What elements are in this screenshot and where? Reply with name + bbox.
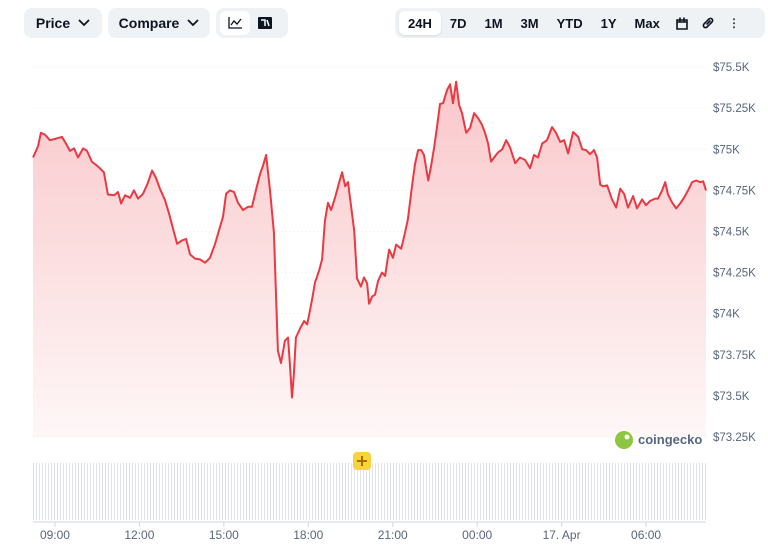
range-button[interactable]: 7D: [449, 15, 467, 31]
range-button[interactable]: 3M: [520, 15, 539, 31]
y-tick-label: $74K: [713, 309, 740, 321]
x-tick-label: 00:00: [462, 528, 492, 542]
tool-icon: [702, 17, 714, 29]
chevron: [187, 19, 199, 27]
range-button[interactable]: 1M: [484, 15, 503, 31]
logo-icon: [615, 431, 633, 449]
range-group: 24H 7D 1M 3M YTD 1Y Max: [395, 8, 765, 38]
y-tick-label: $73.75K: [713, 350, 756, 362]
tradingview-button[interactable]: [250, 11, 280, 35]
x-tick-label: 21:00: [378, 528, 408, 542]
tool-icon: [733, 18, 735, 29]
x-tick-label: 06:00: [631, 528, 661, 542]
y-tick-label: $73.5K: [713, 391, 750, 403]
compare-label: Compare: [118, 15, 180, 31]
event-marker-icon: [357, 456, 367, 466]
area-fill: [33, 81, 706, 438]
logo-eye: [624, 434, 630, 440]
chevron: [78, 19, 90, 27]
tv-icon: [258, 17, 272, 29]
range-button[interactable]: 24H: [399, 11, 441, 35]
price-button[interactable]: Price: [24, 8, 102, 38]
x-tick-label: 09:00: [40, 528, 70, 542]
tool-button[interactable]: [669, 11, 695, 35]
range-button[interactable]: YTD: [556, 15, 583, 31]
volume-bars: [33, 463, 706, 520]
chart-type-group: [216, 8, 288, 38]
range-button[interactable]: 1Y: [600, 15, 617, 31]
line-chart-button[interactable]: [220, 11, 250, 35]
y-tick-label: $74.5K: [713, 226, 750, 238]
x-tick-label: 18:00: [293, 528, 323, 542]
price-label: Price: [35, 15, 71, 31]
compare-button[interactable]: Compare: [108, 8, 210, 38]
x-tick-label: 17. Apr: [543, 528, 581, 542]
x-tick-label: 15:00: [209, 528, 239, 542]
y-tick-label: $75.5K: [713, 62, 750, 74]
tool-button[interactable]: [695, 11, 721, 35]
y-tick-label: $74.25K: [713, 268, 756, 280]
y-tick-label: $74.75K: [713, 185, 756, 197]
price-line: [32, 80, 707, 399]
x-tick-label: 12:00: [124, 528, 154, 542]
watermark: coingecko: [638, 432, 702, 447]
line-icon: [228, 17, 242, 29]
tool-button[interactable]: [721, 11, 747, 35]
y-tick-label: $75.25K: [713, 103, 756, 115]
y-tick-label: $75K: [713, 144, 740, 156]
y-tick-label: $73.25K: [713, 432, 756, 444]
tool-icon: [676, 17, 688, 30]
range-button[interactable]: Max: [634, 15, 660, 31]
